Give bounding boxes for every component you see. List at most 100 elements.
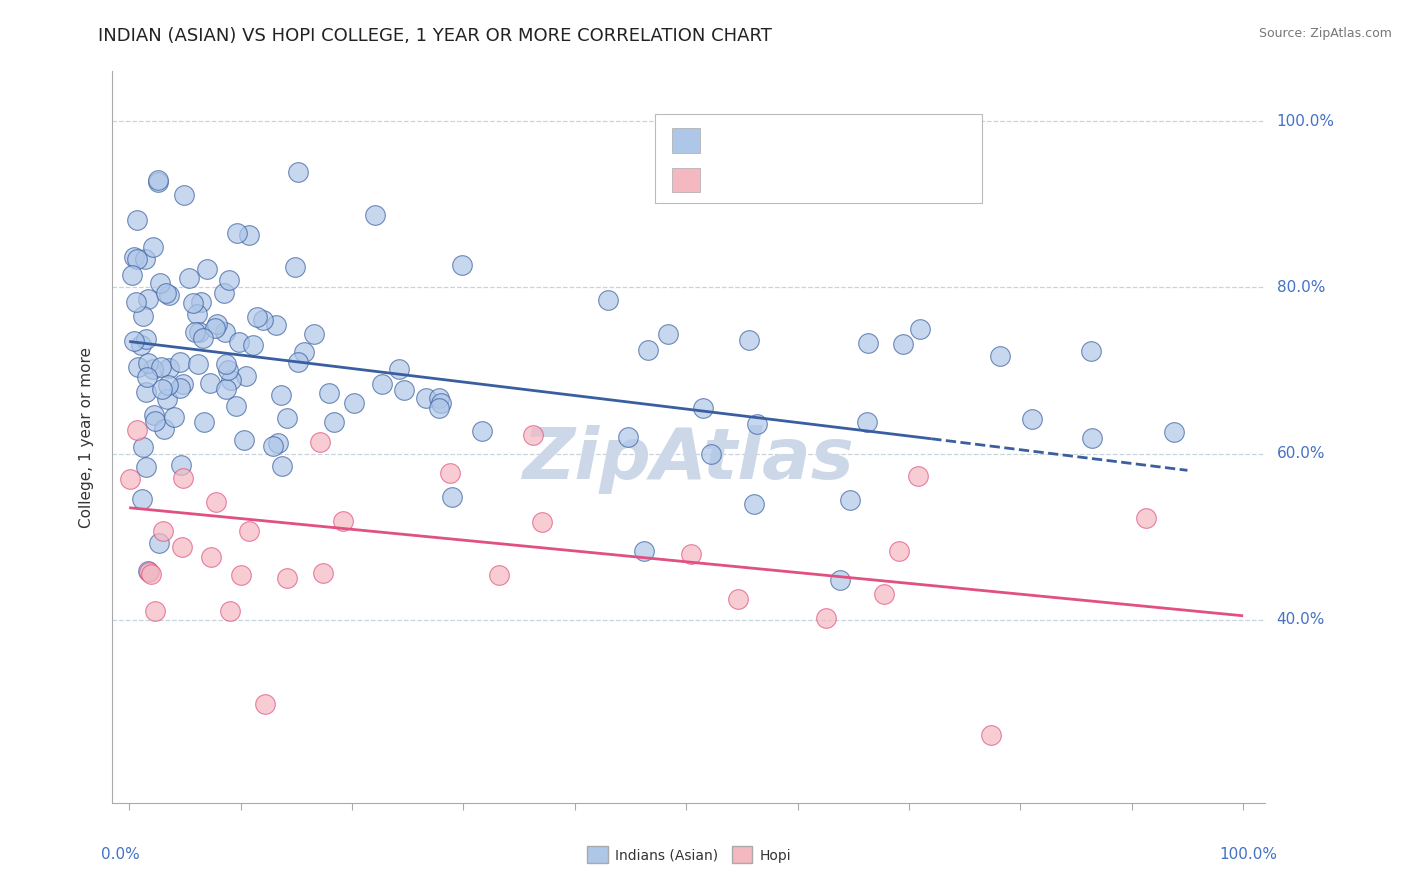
- Point: [218, 273, 240, 287]
- Point: [142, 362, 165, 376]
- Point: [332, 514, 354, 528]
- Point: [219, 373, 242, 387]
- Point: [1135, 511, 1157, 525]
- Point: [190, 295, 212, 310]
- Point: [343, 396, 366, 410]
- Point: [245, 310, 267, 325]
- Point: [135, 332, 157, 346]
- Point: [121, 268, 143, 282]
- Point: [450, 259, 472, 273]
- Point: [127, 360, 149, 375]
- Text: Source: ZipAtlas.com: Source: ZipAtlas.com: [1258, 27, 1392, 40]
- Point: [242, 337, 264, 351]
- Point: [143, 408, 166, 422]
- Point: [235, 369, 257, 384]
- Point: [124, 251, 146, 265]
- Point: [120, 472, 142, 486]
- Point: [1080, 344, 1102, 359]
- Point: [200, 549, 222, 564]
- Point: [856, 415, 879, 429]
- Point: [169, 355, 191, 369]
- Point: [814, 610, 837, 624]
- Point: [270, 388, 292, 402]
- Point: [262, 439, 284, 453]
- Point: [129, 338, 152, 352]
- Y-axis label: College, 1 year or more: College, 1 year or more: [79, 347, 94, 527]
- Point: [531, 515, 554, 529]
- Point: [364, 208, 387, 222]
- Point: [152, 524, 174, 538]
- Point: [187, 357, 209, 371]
- Point: [146, 175, 169, 189]
- Point: [157, 361, 180, 376]
- Point: [830, 573, 852, 587]
- Point: [173, 187, 195, 202]
- Point: [312, 566, 335, 580]
- Point: [149, 359, 172, 374]
- Point: [596, 293, 619, 308]
- Point: [371, 376, 394, 391]
- Point: [1021, 412, 1043, 426]
- Point: [127, 252, 149, 267]
- Point: [745, 417, 768, 431]
- Point: [225, 227, 247, 241]
- Text: 0.0%: 0.0%: [101, 847, 139, 862]
- Text: R =  -0.291    N = 116: R = -0.291 N = 116: [711, 132, 931, 150]
- Point: [471, 424, 494, 438]
- Point: [170, 458, 193, 472]
- Point: [232, 433, 254, 447]
- Point: [204, 321, 226, 335]
- Point: [135, 459, 157, 474]
- Point: [322, 415, 344, 429]
- Point: [195, 262, 218, 277]
- Point: [238, 228, 260, 243]
- Point: [988, 349, 1011, 363]
- Point: [873, 587, 896, 601]
- Point: [219, 604, 242, 618]
- Point: [136, 356, 159, 370]
- Point: [172, 471, 194, 485]
- Point: [125, 294, 148, 309]
- Point: [1163, 425, 1185, 439]
- Point: [309, 434, 332, 449]
- Point: [287, 355, 309, 369]
- Point: [122, 334, 145, 348]
- Point: [439, 466, 461, 480]
- Point: [132, 440, 155, 454]
- Point: [138, 565, 160, 579]
- Point: [188, 325, 211, 339]
- Point: [214, 357, 236, 371]
- Point: [142, 240, 165, 254]
- Point: [415, 391, 437, 405]
- Point: [980, 728, 1002, 742]
- Point: [198, 376, 221, 390]
- Point: [271, 459, 294, 474]
- Point: [394, 383, 416, 397]
- Point: [157, 287, 180, 301]
- Point: [856, 335, 879, 350]
- Point: [253, 697, 276, 711]
- Text: 100.0%: 100.0%: [1277, 114, 1334, 128]
- Point: [276, 571, 298, 585]
- Point: [441, 491, 464, 505]
- Point: [131, 492, 153, 507]
- Point: [143, 414, 166, 428]
- Point: [737, 333, 759, 347]
- Text: 100.0%: 100.0%: [1219, 847, 1277, 862]
- Point: [238, 524, 260, 538]
- Point: [125, 213, 148, 227]
- Point: [427, 391, 450, 405]
- Point: [264, 318, 287, 332]
- Point: [284, 260, 307, 275]
- Point: [302, 327, 325, 342]
- Point: [177, 270, 200, 285]
- Point: [430, 396, 453, 410]
- Point: [181, 296, 204, 310]
- Point: [292, 344, 315, 359]
- Point: [838, 493, 860, 508]
- Point: [149, 276, 172, 290]
- Point: [637, 343, 659, 358]
- Point: [135, 369, 157, 384]
- Point: [162, 410, 184, 425]
- Point: [388, 362, 411, 376]
